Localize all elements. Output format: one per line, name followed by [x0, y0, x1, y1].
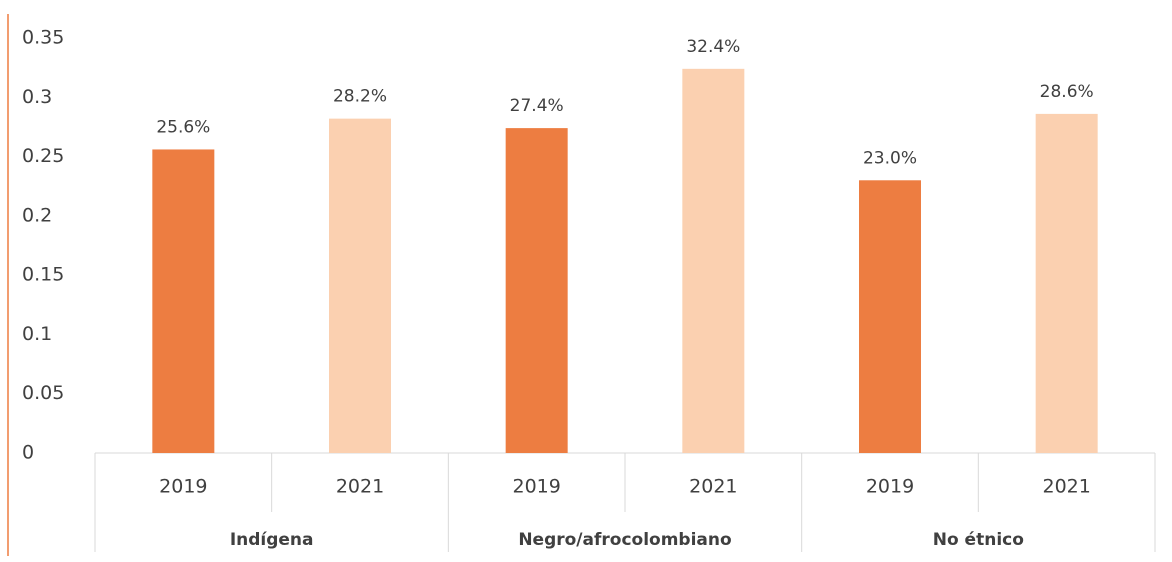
- group-label: No étnico: [933, 530, 1024, 550]
- y-tick-label: 0: [22, 442, 34, 464]
- x-tick-label: 2019: [866, 476, 914, 498]
- data-label: 27.4%: [510, 96, 564, 116]
- data-label: 32.4%: [686, 37, 740, 57]
- y-tick-label: 0.1: [22, 323, 52, 345]
- y-tick-label: 0.05: [22, 382, 64, 404]
- data-label: 28.6%: [1040, 82, 1094, 102]
- x-tick-label: 2019: [159, 476, 207, 498]
- y-tick-label: 0.2: [22, 204, 52, 226]
- y-tick-label: 0.15: [22, 264, 64, 286]
- group-label: Negro/afrocolombiano: [518, 530, 731, 550]
- bar: [1035, 113, 1098, 453]
- x-tick-label: 2019: [512, 476, 560, 498]
- bar: [682, 68, 745, 453]
- bar: [859, 180, 921, 454]
- x-tick-label: 2021: [336, 476, 384, 498]
- data-label: 25.6%: [156, 117, 210, 137]
- bar: [505, 128, 568, 453]
- group-label: Indígena: [230, 530, 314, 550]
- y-tick-label: 0.35: [22, 27, 64, 49]
- x-tick-label: 2021: [689, 476, 737, 498]
- data-label: 23.0%: [863, 148, 917, 168]
- y-tick-label: 0.25: [22, 145, 64, 167]
- bar: [329, 118, 391, 453]
- bar: [152, 149, 215, 453]
- x-tick-label: 2021: [1042, 476, 1090, 498]
- data-label: 28.2%: [333, 87, 387, 107]
- y-tick-label: 0.3: [22, 86, 52, 108]
